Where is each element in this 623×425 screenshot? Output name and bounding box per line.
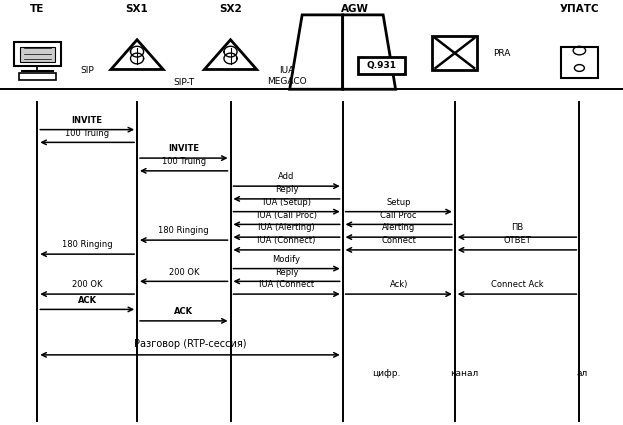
Text: SX2: SX2 <box>219 3 242 14</box>
Text: цифр.: цифр. <box>372 369 401 379</box>
Text: PRA: PRA <box>493 48 510 58</box>
Polygon shape <box>343 15 396 89</box>
Text: Alerting: Alerting <box>382 224 416 232</box>
Text: 200 OK: 200 OK <box>72 280 102 289</box>
Polygon shape <box>111 40 163 70</box>
Text: УПАТС: УПАТС <box>559 3 599 14</box>
Text: канал: канал <box>450 369 478 379</box>
Text: IUA (Connect): IUA (Connect) <box>257 236 316 245</box>
Text: IUA (Alerting): IUA (Alerting) <box>258 224 315 232</box>
Bar <box>14 42 61 66</box>
Text: ОТВЕТ: ОТВЕТ <box>503 236 531 245</box>
Text: ACK: ACK <box>78 296 97 305</box>
Text: TE: TE <box>30 3 45 14</box>
Text: Reply: Reply <box>275 185 298 194</box>
Text: ал: ал <box>577 369 588 379</box>
Text: ACK: ACK <box>174 307 193 316</box>
Bar <box>561 47 598 78</box>
Text: Ack): Ack) <box>389 280 408 289</box>
Text: IUA (Call Proc): IUA (Call Proc) <box>257 211 316 220</box>
Text: IUA: IUA <box>279 65 294 75</box>
Text: INVITE: INVITE <box>168 144 199 153</box>
Bar <box>432 36 477 70</box>
Text: 100 Truing: 100 Truing <box>65 129 109 138</box>
Text: ПВ: ПВ <box>511 224 523 232</box>
Text: 180 Ringing: 180 Ringing <box>158 227 209 235</box>
Text: SX1: SX1 <box>126 3 148 14</box>
Text: Modify: Modify <box>273 255 300 264</box>
Bar <box>358 57 405 74</box>
Text: AGW: AGW <box>341 3 369 14</box>
Text: Add: Add <box>278 173 295 181</box>
Text: Reply: Reply <box>275 268 298 277</box>
Bar <box>19 73 56 80</box>
Text: IUA (Connect: IUA (Connect <box>259 280 314 289</box>
Text: Connect Ack: Connect Ack <box>491 280 543 289</box>
Text: 200 OK: 200 OK <box>169 268 199 277</box>
Bar <box>20 47 55 62</box>
Text: INVITE: INVITE <box>72 116 103 125</box>
Polygon shape <box>204 40 257 70</box>
Text: Q.931: Q.931 <box>366 61 397 70</box>
Text: Setup: Setup <box>386 198 411 207</box>
Text: 180 Ringing: 180 Ringing <box>62 241 113 249</box>
Text: SIP: SIP <box>80 65 94 75</box>
Text: IUA (Setup): IUA (Setup) <box>262 198 311 207</box>
Text: SIP-T: SIP-T <box>173 78 194 88</box>
Text: MEGACO: MEGACO <box>267 77 307 86</box>
Polygon shape <box>290 15 343 89</box>
Text: Call Proc: Call Proc <box>381 211 417 220</box>
Text: 100 Truing: 100 Truing <box>162 157 206 166</box>
Text: Connect: Connect <box>381 236 416 245</box>
Text: Разговор (RTP-сессия): Разговор (RTP-сессия) <box>134 339 246 349</box>
